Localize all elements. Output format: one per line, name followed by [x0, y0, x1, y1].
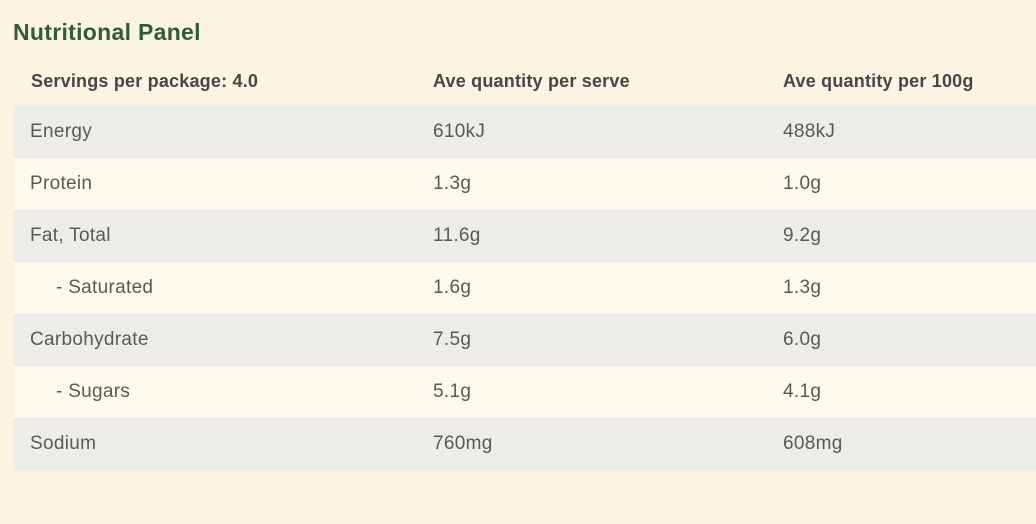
per-100g-value: 1.3g — [783, 277, 822, 298]
table-row: - Saturated 1.6g 1.3g — [14, 262, 1036, 314]
per-serve-value: 1.3g — [433, 173, 472, 194]
per-100g-value: 488kJ — [783, 121, 836, 142]
per-serve-value: 7.5g — [433, 329, 472, 350]
nutrient-label: Sodium — [30, 433, 97, 454]
table-row: Energy 610kJ 488kJ — [14, 106, 1036, 158]
header-ave-quantity-per-100g: Ave quantity per 100g — [783, 71, 974, 91]
page-title: Nutritional Panel — [13, 19, 201, 45]
per-serve-value: 11.6g — [433, 225, 481, 246]
nutrient-label: Carbohydrate — [30, 329, 149, 350]
table-row: - Sugars 5.1g 4.1g — [14, 366, 1036, 418]
header-ave-quantity-per-serve: Ave quantity per serve — [433, 71, 630, 91]
nutrient-label: - Saturated — [56, 277, 154, 298]
header-servings-per-package: Servings per package: 4.0 — [31, 71, 259, 91]
table-row: Carbohydrate 7.5g 6.0g — [14, 314, 1036, 366]
table-row: Protein 1.3g 1.0g — [14, 158, 1036, 210]
nutrition-table-header: Servings per package: 4.0 Ave quantity p… — [14, 57, 1036, 106]
table-row: Sodium 760mg 608mg — [14, 418, 1036, 470]
per-100g-value: 4.1g — [783, 381, 822, 402]
per-100g-value: 608mg — [783, 433, 843, 454]
per-serve-value: 760mg — [433, 433, 493, 454]
table-row: Fat, Total 11.6g 9.2g — [14, 210, 1036, 262]
nutrient-label: - Sugars — [56, 381, 131, 402]
nutrient-label: Energy — [30, 121, 93, 142]
per-serve-value: 5.1g — [433, 381, 472, 402]
nutrition-table: Servings per package: 4.0 Ave quantity p… — [14, 57, 1036, 470]
per-serve-value: 610kJ — [433, 121, 486, 142]
per-serve-value: 1.6g — [433, 277, 472, 298]
nutrient-label: Protein — [30, 173, 93, 194]
nutrition-table-body: Energy 610kJ 488kJ Protein 1.3g 1.0g Fat… — [14, 106, 1036, 470]
nutrient-label: Fat, Total — [30, 225, 111, 246]
per-100g-value: 9.2g — [783, 225, 822, 246]
per-100g-value: 6.0g — [783, 329, 822, 350]
per-100g-value: 1.0g — [783, 173, 822, 194]
